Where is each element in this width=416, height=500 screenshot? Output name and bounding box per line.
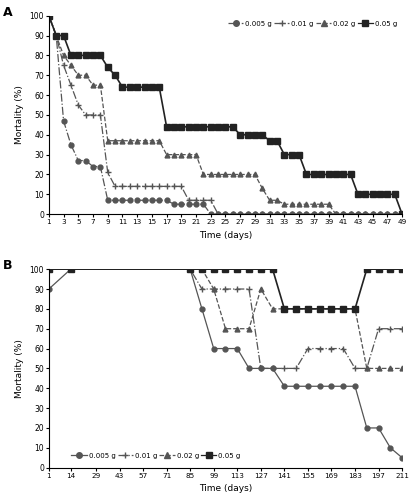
Y-axis label: Mortality (%): Mortality (%) [15, 339, 24, 398]
Text: A: A [3, 6, 12, 19]
X-axis label: Time (days): Time (days) [199, 230, 252, 239]
Text: B: B [3, 259, 12, 272]
Legend: 0.005 g, 0.01 g, 0.02 g, 0.05 g: 0.005 g, 0.01 g, 0.02 g, 0.05 g [70, 452, 242, 460]
Y-axis label: Mortality (%): Mortality (%) [15, 86, 24, 144]
Legend: 0.005 g, 0.01 g, 0.02 g, 0.05 g: 0.005 g, 0.01 g, 0.02 g, 0.05 g [227, 19, 399, 28]
X-axis label: Time (days): Time (days) [199, 484, 252, 493]
